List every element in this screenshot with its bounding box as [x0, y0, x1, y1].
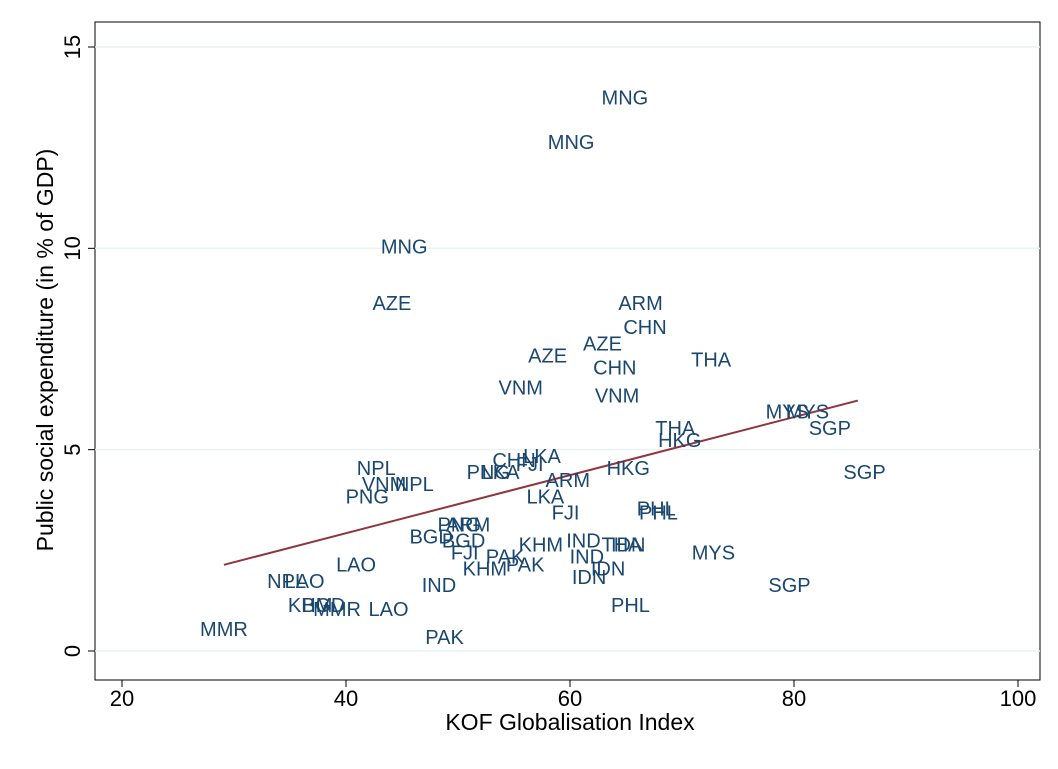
marker-label: NPL — [357, 458, 396, 480]
marker-label: MMR — [200, 619, 248, 641]
x-tick-label: 100 — [1000, 686, 1037, 711]
marker-label: LKA — [523, 446, 561, 468]
marker-label: IDN — [591, 559, 625, 581]
marker-label: KHM — [519, 535, 563, 557]
marker-label: PHL — [639, 502, 678, 524]
marker-label: PHL — [637, 498, 676, 520]
marker-label: MYS — [786, 402, 829, 424]
marker-label: IND — [566, 531, 600, 553]
y-tick-label: 10 — [60, 236, 85, 260]
marker-label: PNG — [346, 486, 389, 508]
x-axis-title: KOF Globalisation Index — [445, 709, 695, 735]
marker-label: MNG — [602, 88, 649, 110]
marker-label: KHM — [288, 595, 332, 617]
marker-label: BGD — [442, 531, 485, 553]
marker-label: FJI — [516, 454, 544, 476]
y-tick-label: 15 — [60, 35, 85, 59]
marker-label: IDN — [572, 567, 606, 589]
marker-label: FJI — [451, 543, 479, 565]
marker-label: ARM — [618, 293, 662, 315]
marker-label: LKA — [482, 462, 520, 484]
marker-label: VNM — [595, 386, 639, 408]
y-axis-title: Public social expenditure (in % of GDP) — [32, 149, 58, 552]
y-tick-label: 5 — [60, 444, 85, 456]
marker-label: LAO — [336, 555, 376, 577]
marker-label: AZE — [372, 293, 411, 315]
marker-label: CHN — [492, 450, 535, 472]
x-tick-label: 40 — [334, 686, 358, 711]
marker-label: PNG — [437, 514, 480, 536]
marker-label: SGP — [843, 462, 885, 484]
marker-label: KHM — [463, 559, 507, 581]
x-tick-label: 80 — [782, 686, 806, 711]
marker-label: PAK — [486, 547, 525, 569]
marker-label: VNM — [362, 474, 406, 496]
marker-label: BGD — [409, 527, 452, 549]
marker-label: AZE — [583, 333, 622, 355]
marker-label: AZE — [528, 345, 567, 367]
marker-label: ARM — [546, 470, 590, 492]
marker-label: THA — [655, 418, 696, 440]
marker-label: ARM — [446, 514, 490, 536]
marker-label: LAO — [369, 599, 409, 621]
marker-label: THA — [602, 535, 643, 557]
marker-label: PNG — [467, 462, 510, 484]
marker-label: IND — [422, 575, 456, 597]
marker-label: PAK — [506, 555, 545, 577]
x-tick-label: 60 — [558, 686, 582, 711]
marker-label: MNG — [381, 237, 428, 259]
marker-label: VNM — [498, 378, 542, 400]
y-tick-label: 0 — [60, 645, 85, 657]
plot-area — [94, 21, 1041, 681]
marker-label: BGD — [302, 595, 345, 617]
marker-label: THA — [691, 349, 732, 371]
marker-label: MYS — [692, 543, 735, 565]
fit-line — [223, 399, 859, 566]
marker-label: LAO — [285, 571, 325, 593]
marker-label: IND — [570, 547, 604, 569]
marker-label: MNG — [548, 132, 595, 154]
marker-label: PAK — [425, 627, 464, 649]
x-tick-label: 20 — [110, 686, 134, 711]
marker-label: CHN — [623, 317, 666, 339]
marker-label: IDN — [611, 535, 645, 557]
marker-label: SGP — [768, 575, 810, 597]
marker-label: HKG — [658, 430, 701, 452]
marker-label: HKG — [607, 458, 650, 480]
marker-label: NPL — [395, 474, 434, 496]
marker-label: MMR — [313, 599, 361, 621]
marker-label: MYS — [766, 402, 809, 424]
marker-label: LKA — [526, 486, 564, 508]
marker-label: SGP — [809, 418, 851, 440]
marker-label: NPL — [267, 571, 306, 593]
marker-label: FJI — [552, 502, 580, 524]
marker-label: PHL — [611, 595, 650, 617]
marker-label: CHN — [593, 357, 636, 379]
